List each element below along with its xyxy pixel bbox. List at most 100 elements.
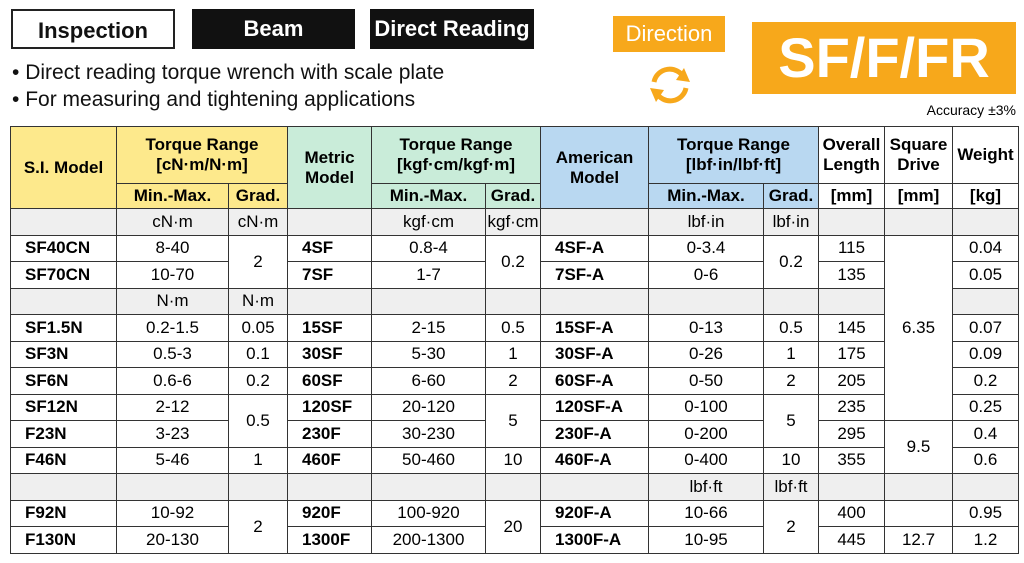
table-cell: 2 <box>228 499 288 554</box>
table-cell: 355 <box>818 446 885 474</box>
table-cell: F23N <box>10 420 117 448</box>
column-header: Weight <box>952 126 1019 184</box>
table-cell: 0.5 <box>763 314 819 342</box>
table-cell: 1-7 <box>371 261 486 289</box>
table-cell: 8-40 <box>116 234 229 262</box>
table-cell <box>287 287 372 315</box>
table-cell <box>540 208 649 236</box>
table-cell: 2 <box>485 367 541 395</box>
table-row: cN·m cN·m kgf·cm kgf·cm lbf·in lbf·in <box>10 208 1019 236</box>
table-cell: F130N <box>10 526 117 554</box>
tag: Beam <box>192 9 355 49</box>
table-row: SF6N 0.6-6 0.2 60SF 6-60 2 60SF-A 0-50 2 205 0.2 <box>10 367 1019 395</box>
table-cell: 7SF-A <box>540 261 649 289</box>
column-subheader: Min.-Max. <box>371 183 486 209</box>
table-cell: 0.6 <box>952 446 1019 474</box>
table-cell: 295 <box>818 420 885 448</box>
table-cell: 0.25 <box>952 393 1019 421</box>
table-cell: 0.5 <box>228 393 288 448</box>
table-cell: 10-66 <box>648 499 764 527</box>
table-cell <box>763 287 819 315</box>
table-cell: 12.7 <box>884 526 953 554</box>
table-cell: lbf·in <box>763 208 819 236</box>
table-row: F23N 3-23 230F 30-230 230F-A 0-200 295 9.5 0.4 <box>10 420 1019 474</box>
bullet: • Direct reading torque wrench with scal… <box>12 61 445 84</box>
table-row: F46N 5-46 1 460F 50-460 10 460F-A 0-400 10 355 0.6 <box>10 446 1019 474</box>
column-header: Torque Range [lbf·in/lbf·ft] <box>648 126 819 184</box>
bullet-text: For measuring and tightening application… <box>25 88 416 111</box>
table-row: N·m N·m <box>10 287 1019 315</box>
table-cell: SF12N <box>10 393 117 421</box>
table-cell: 0-100 <box>648 393 764 421</box>
column-subheader: Min.-Max. <box>648 183 764 209</box>
table-row: F130N 20-130 1300F 200-1300 1300F-A 10-95 445 1… <box>10 526 1019 554</box>
table-cell: 0-26 <box>648 340 764 368</box>
table-cell: 0.5-3 <box>116 340 229 368</box>
table-row: lbf·ft lbf·ft <box>10 473 1019 501</box>
table-cell: 0-3.4 <box>648 234 764 262</box>
column-subheader: [kg] <box>952 183 1019 209</box>
table-cell: N·m <box>116 287 229 315</box>
table-cell: 0-50 <box>648 367 764 395</box>
table-cell: SF1.5N <box>10 314 117 342</box>
table-cell <box>10 287 117 315</box>
table-cell: 230F-A <box>540 420 649 448</box>
table-cell: 920F <box>287 499 372 527</box>
column-subheader: [mm] <box>818 183 885 209</box>
table-cell: 0.05 <box>228 314 288 342</box>
table-cell: 2 <box>228 234 288 289</box>
table-cell <box>540 473 649 501</box>
table-cell: 5 <box>763 393 819 448</box>
table-cell: 5 <box>485 393 541 448</box>
table-cell: 0.2 <box>228 367 288 395</box>
table-cell: 0.5 <box>485 314 541 342</box>
table-cell: 400 <box>818 499 885 527</box>
column-subheader: [mm] <box>884 183 953 209</box>
table-cell: 0-6 <box>648 261 764 289</box>
table-cell: lbf·ft <box>648 473 764 501</box>
column-header: Torque Range [cN·m/N·m] <box>116 126 288 184</box>
table-cell: lbf·ft <box>763 473 819 501</box>
table-cell: 9.5 <box>884 420 953 474</box>
table-cell: 5-46 <box>116 446 229 474</box>
table-cell: 1 <box>228 446 288 474</box>
table-cell: 2 <box>763 367 819 395</box>
table-cell: F46N <box>10 446 117 474</box>
table-cell: 10-92 <box>116 499 229 527</box>
table-cell: 60SF <box>287 367 372 395</box>
table-cell: 30SF <box>287 340 372 368</box>
table-cell: 175 <box>818 340 885 368</box>
direction-icon <box>650 66 690 104</box>
column-header: S.I. Model <box>10 126 117 209</box>
table-cell <box>371 473 486 501</box>
table-cell: 0.09 <box>952 340 1019 368</box>
table-row: SF12N 2-12 0.5 120SF 20-120 5 120SF-A 0-100 5 235… <box>10 393 1019 448</box>
tag: Inspection <box>11 9 175 49</box>
table-cell: 7SF <box>287 261 372 289</box>
table-cell: F92N <box>10 499 117 527</box>
table-cell <box>884 499 953 527</box>
table-cell: kgf·cm <box>485 208 541 236</box>
table-cell: 135 <box>818 261 885 289</box>
table-cell <box>648 287 764 315</box>
tag: Direct Reading <box>370 9 534 49</box>
table-cell: 30SF-A <box>540 340 649 368</box>
table-cell: 4SF-A <box>540 234 649 262</box>
table-cell: 20 <box>485 499 541 554</box>
table-row: SF3N 0.5-3 0.1 30SF 5-30 1 30SF-A 0-26 1 175 0.09 <box>10 340 1019 368</box>
table-cell: 10-70 <box>116 261 229 289</box>
table-cell: 205 <box>818 367 885 395</box>
header-row: S.I. Model Torque Range [cN·m/N·m] Metric … <box>10 126 1019 209</box>
table-cell <box>485 287 541 315</box>
table-cell: 0.2 <box>952 367 1019 395</box>
table-cell: 50-460 <box>371 446 486 474</box>
table-cell: 20-120 <box>371 393 486 421</box>
column-header: Overall Length <box>818 126 885 184</box>
table-row: SF40CN 8-40 2 4SF 0.8-4 0.2 4SF-A 0-3.4 0.2 115 6.… <box>10 234 1019 421</box>
table-cell: cN·m <box>228 208 288 236</box>
column-header: American Model <box>540 126 649 209</box>
table-cell: 235 <box>818 393 885 421</box>
table-cell: 20-130 <box>116 526 229 554</box>
table-cell <box>116 473 229 501</box>
table-cell <box>884 208 953 236</box>
